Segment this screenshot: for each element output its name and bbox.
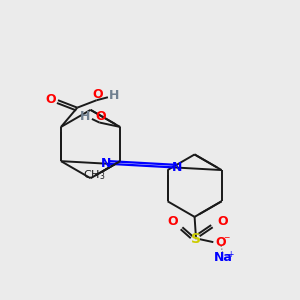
- Text: O: O: [95, 110, 106, 123]
- Text: N: N: [172, 161, 182, 174]
- Text: O: O: [93, 88, 104, 101]
- Text: O: O: [217, 215, 227, 228]
- Text: $^{+}$: $^{+}$: [227, 250, 235, 260]
- Text: O: O: [168, 215, 178, 228]
- Text: N: N: [100, 157, 111, 170]
- Text: H: H: [109, 89, 120, 102]
- Text: O: O: [216, 236, 226, 249]
- Text: $^{-}$: $^{-}$: [223, 235, 231, 245]
- Text: CH$_3$: CH$_3$: [83, 168, 105, 182]
- Text: O: O: [46, 93, 56, 106]
- Text: Na: Na: [213, 251, 232, 264]
- Text: S: S: [191, 232, 201, 246]
- Text: H: H: [80, 110, 91, 123]
